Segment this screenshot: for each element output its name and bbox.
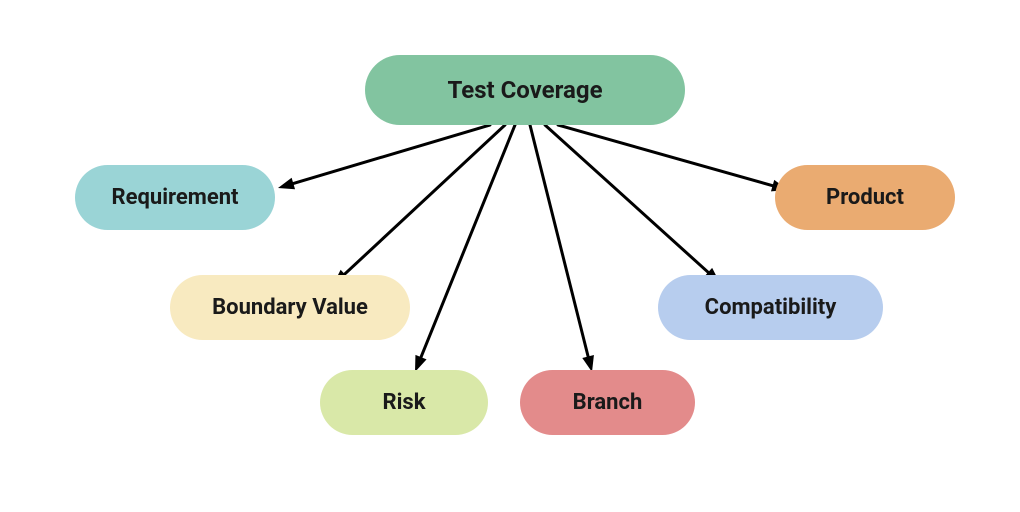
node-product: Product xyxy=(775,165,955,230)
node-label: Branch xyxy=(573,390,643,415)
node-label: Product xyxy=(826,185,904,210)
node-requirement: Requirement xyxy=(75,165,275,230)
node-label: Boundary Value xyxy=(212,295,368,320)
node-compatibility: Compatibility xyxy=(658,275,883,340)
diagram-canvas: Test Coverage Requirement Boundary Value… xyxy=(0,0,1020,512)
node-label: Compatibility xyxy=(705,295,837,320)
node-label: Risk xyxy=(383,390,426,415)
node-branch: Branch xyxy=(520,370,695,435)
node-label: Requirement xyxy=(112,185,239,210)
node-test-coverage: Test Coverage xyxy=(365,55,685,125)
node-label: Test Coverage xyxy=(447,76,602,104)
node-boundary-value: Boundary Value xyxy=(170,275,410,340)
node-risk: Risk xyxy=(320,370,488,435)
